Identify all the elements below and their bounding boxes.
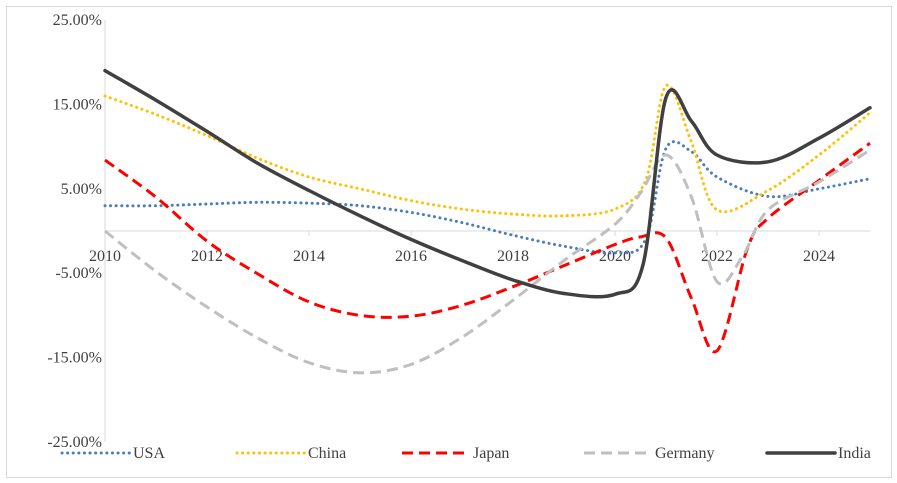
legend-label-china: China [308, 445, 346, 462]
x-tick-label: 2012 [191, 248, 223, 265]
legend: USA China Japan Germany India [60, 445, 871, 462]
series-lines [103, 68, 872, 375]
y-axis-ticks: 25.00% 15.00% 5.00% -5.00% -15.00% -25.00% [47, 12, 102, 451]
x-tick-label: 2018 [497, 248, 529, 265]
legend-label-usa: USA [133, 445, 165, 462]
x-axis: 2010 2012 2014 2016 2018 2020 2022 2024 [89, 230, 870, 265]
x-tick-label: 2020 [599, 248, 631, 265]
legend-label-japan: Japan [473, 445, 509, 462]
y-tick-label: 5.00% [61, 181, 102, 198]
y-tick-label: -15.00% [47, 350, 102, 367]
y-tick-label: -25.00% [47, 434, 102, 451]
y-tick-label: 15.00% [53, 96, 102, 113]
x-tick-label: 2016 [395, 248, 427, 265]
chart-frame [6, 6, 892, 478]
legend-label-germany: Germany [655, 445, 715, 462]
x-tick-label: 2014 [293, 248, 325, 265]
y-tick-label: 25.00% [53, 12, 102, 29]
series-line-germany [104, 148, 871, 375]
series-line-india [103, 68, 872, 299]
series-line-usa [103, 140, 872, 255]
series-line-china [103, 83, 872, 218]
y-tick-label: -5.00% [55, 265, 102, 282]
legend-label-india: India [838, 445, 871, 462]
x-tick-label: 2024 [803, 248, 835, 265]
